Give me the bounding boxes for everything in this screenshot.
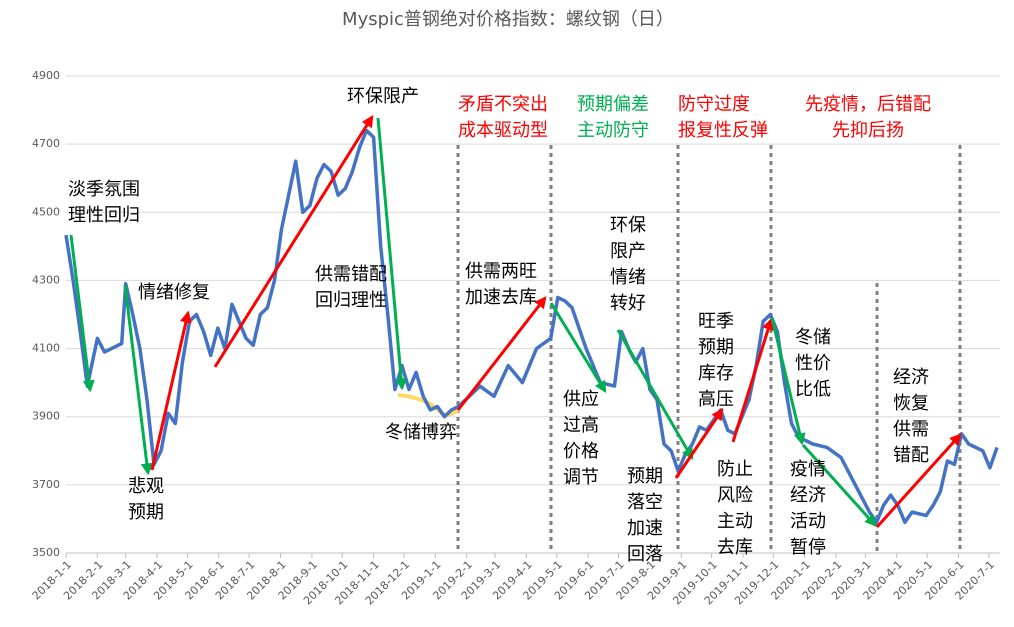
annotation: 供需错配 bbox=[315, 264, 387, 285]
annotation: 旺季 bbox=[698, 311, 734, 332]
annotation: 加速去库 bbox=[465, 287, 537, 308]
arrow bbox=[549, 302, 607, 394]
arrows bbox=[69, 114, 962, 529]
annotation: 主动 bbox=[717, 511, 753, 532]
arrow bbox=[376, 117, 408, 391]
arrow bbox=[69, 234, 95, 393]
annotation: 先抑后扬 bbox=[832, 120, 904, 141]
annotation: 预期偏差 bbox=[577, 94, 649, 115]
annotation: 恢复 bbox=[893, 393, 929, 414]
annotation: 供需两旺 bbox=[465, 261, 537, 282]
annotation: 高压 bbox=[698, 389, 734, 410]
arrow bbox=[731, 317, 774, 443]
annotation: 供需 bbox=[893, 419, 929, 440]
annotation: 预期 bbox=[128, 502, 164, 523]
y-tick-label: 4500 bbox=[32, 205, 60, 218]
annotation: 报复性反弹 bbox=[678, 120, 768, 141]
annotation: 成本驱动型 bbox=[458, 120, 548, 141]
annotation: 过高 bbox=[563, 415, 599, 436]
annotation: 预期 bbox=[698, 337, 734, 358]
y-tick-label: 3500 bbox=[32, 546, 60, 559]
arrow bbox=[456, 296, 547, 411]
annotation: 回归理性 bbox=[315, 290, 387, 311]
annotation: 比低 bbox=[795, 379, 831, 400]
annotation: 库存 bbox=[698, 363, 734, 384]
arrow bbox=[875, 433, 962, 529]
y-tick-label: 3900 bbox=[32, 410, 60, 423]
annotation: 供应 bbox=[563, 389, 599, 410]
annotation: 冬储博弈 bbox=[385, 422, 457, 443]
y-tick-label: 4700 bbox=[32, 137, 60, 150]
annotation: 先疫情，后错配 bbox=[805, 94, 931, 115]
annotation: 悲观 bbox=[128, 476, 164, 497]
annotation: 冬储 bbox=[795, 327, 831, 348]
annotation: 活动 bbox=[790, 511, 826, 532]
arrow bbox=[123, 284, 153, 476]
chart-title: Myspic普钢绝对价格指数：螺纹钢（日） bbox=[342, 9, 674, 30]
annotation: 限产 bbox=[610, 241, 646, 262]
annotation: 调节 bbox=[563, 467, 599, 488]
annotation: 矛盾不突出 bbox=[458, 94, 548, 115]
arrow bbox=[770, 317, 806, 446]
annotations: 淡季氛围理性回归悲观预期情绪修复环保限产供需错配回归理性冬储博弈矛盾不突出成本驱… bbox=[68, 86, 931, 565]
y-tick-label: 3700 bbox=[32, 478, 60, 491]
annotation: 理性回归 bbox=[68, 205, 140, 226]
annotation: 主动防守 bbox=[577, 120, 649, 141]
annotation: 回落 bbox=[627, 544, 663, 565]
annotation: 价格 bbox=[563, 441, 599, 462]
arrow bbox=[801, 443, 877, 527]
annotation: 防守过度 bbox=[678, 94, 750, 115]
arrow bbox=[616, 329, 694, 461]
annotation: 情绪修复 bbox=[138, 282, 210, 303]
annotation: 落空 bbox=[627, 492, 663, 513]
y-tick-label: 4900 bbox=[32, 69, 60, 82]
arrow bbox=[674, 408, 724, 479]
annotation: 环保限产 bbox=[347, 86, 419, 107]
y-tick-label: 4100 bbox=[32, 342, 60, 355]
line-series bbox=[64, 128, 999, 525]
annotation: 预期 bbox=[627, 466, 663, 487]
annotation: 错配 bbox=[893, 445, 929, 466]
dividers bbox=[456, 145, 962, 553]
annotation: 环保 bbox=[610, 215, 646, 236]
annotation: 经济 bbox=[790, 485, 826, 506]
plot bbox=[64, 128, 999, 525]
annotation: 暂停 bbox=[790, 537, 826, 558]
annotation: 风险 bbox=[717, 485, 753, 506]
annotation: 情绪 bbox=[610, 267, 646, 288]
annotation: 去库 bbox=[717, 537, 753, 558]
arrow bbox=[213, 114, 374, 368]
y-tick-label: 4300 bbox=[32, 273, 60, 286]
annotation: 性价 bbox=[795, 353, 831, 374]
annotation: 转好 bbox=[610, 293, 646, 314]
annotation: 防止 bbox=[717, 459, 753, 480]
annotation: 淡季氛围 bbox=[68, 179, 140, 200]
arrow bbox=[150, 310, 192, 471]
annotation: 疫情 bbox=[790, 459, 826, 480]
annotation: 加速 bbox=[627, 518, 663, 539]
annotation: 经济 bbox=[893, 367, 929, 388]
